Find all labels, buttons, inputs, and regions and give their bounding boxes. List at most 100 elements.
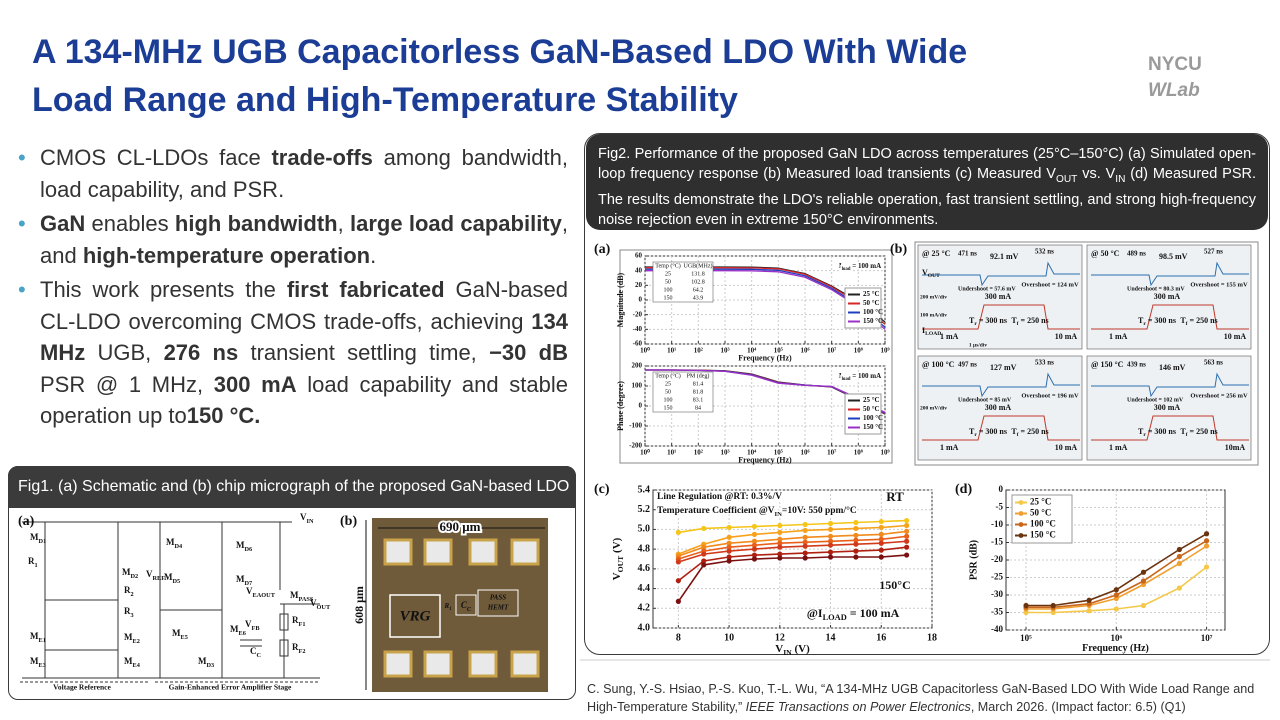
scope-label: 563 ns xyxy=(1204,359,1223,367)
data-point xyxy=(751,542,758,548)
data-point xyxy=(853,541,859,547)
text-run: IN xyxy=(775,511,783,518)
scope-label: 1 mA xyxy=(940,443,959,452)
table-cell: 25 xyxy=(665,381,671,387)
scope-label: 532 ns xyxy=(1035,248,1054,256)
scope-label: Tf = 250 ns xyxy=(1180,427,1217,438)
x-tick-label: 10⁸ xyxy=(854,449,863,457)
y-tick-label: 5.2 xyxy=(638,504,651,515)
text-run: D7 xyxy=(245,580,253,587)
text-run: M xyxy=(236,540,245,550)
text-run: f xyxy=(1017,432,1019,438)
scope-label: 98.5 mV xyxy=(1159,252,1188,261)
y-tick-label: 40 xyxy=(635,266,643,274)
text-run: r xyxy=(1143,432,1146,438)
schematic-label: MPASS xyxy=(290,590,314,603)
table-cell: 131.8 xyxy=(691,271,705,277)
text-run: T xyxy=(1138,427,1144,436)
citation: C. Sung, Y.-S. Hsiao, P.-S. Kuo, T.-L. W… xyxy=(587,680,1267,716)
text-run: LOAD xyxy=(925,331,941,337)
x-tick-label: 10⁸ xyxy=(854,347,863,355)
y-tick-label: 60 xyxy=(635,252,643,260)
x-tick-label: 10⁶ xyxy=(1110,633,1122,643)
text-run: trade-offs xyxy=(271,145,373,170)
series-line xyxy=(678,535,907,560)
scope-label: Tf = 250 ns xyxy=(1180,316,1217,327)
panel-tag: (b) xyxy=(340,514,357,529)
text-run: IEEE Transactions on Power Electronics xyxy=(745,700,971,714)
schematic-label: RF1 xyxy=(292,615,306,628)
data-point xyxy=(802,521,808,528)
text-run: IN xyxy=(1115,173,1126,185)
annotation: Temperature Coefficient @VIN=10V: 550 pp… xyxy=(657,505,857,518)
data-point xyxy=(1140,578,1147,584)
text-run: load xyxy=(842,267,851,272)
panel-frame xyxy=(619,249,893,464)
text-run: M xyxy=(198,656,207,666)
schematic-label: ME3 xyxy=(30,656,46,669)
data-point xyxy=(904,533,910,539)
text-run: D3 xyxy=(207,662,215,669)
text-run: 1 xyxy=(449,607,451,612)
table-header: Temp (°C) xyxy=(655,372,680,379)
scope-label: 497 ns xyxy=(958,361,977,369)
data-point xyxy=(878,540,884,546)
legend-label: 50 °C xyxy=(863,405,880,413)
text-run: R xyxy=(292,615,299,625)
data-point xyxy=(827,554,834,560)
text-run: (d) Measured PSR. The results demonstrat… xyxy=(598,166,1256,228)
data-point xyxy=(1086,597,1092,603)
schematic-label: VFB xyxy=(245,619,260,632)
text-run: V xyxy=(300,512,307,522)
data-point xyxy=(1176,560,1182,567)
table-cell: 100 xyxy=(664,397,673,403)
data-point xyxy=(827,549,834,555)
scope-trace xyxy=(1091,261,1249,287)
text-run: EAOUT xyxy=(253,592,276,599)
x-tick-label: 10⁵ xyxy=(774,449,783,457)
table-cell: 50 xyxy=(665,389,671,395)
x-tick-label: 10⁰ xyxy=(640,347,650,355)
data-point xyxy=(853,519,859,526)
text-run: high-temperature operation xyxy=(82,242,371,268)
data-point xyxy=(802,543,808,549)
text-run: C xyxy=(257,652,262,659)
text-run: Temperature Coefficient @V xyxy=(657,506,775,516)
y-tick-label: -10 xyxy=(991,519,1003,529)
bullet: This work presents the first fabricated … xyxy=(16,274,568,432)
legend-marker xyxy=(1018,511,1024,516)
y-tick-label: -30 xyxy=(991,589,1003,599)
scope-label: 127 mV xyxy=(990,363,1017,372)
text-run: 276 ns xyxy=(163,340,239,365)
text-run: r xyxy=(974,432,977,438)
text-run: , March 2026. (Impact factor: 6.5) (Q1) xyxy=(970,700,1186,714)
table-cell: 100 xyxy=(664,287,673,293)
data-point xyxy=(726,548,732,554)
y-axis-label: Phase (degree) xyxy=(616,381,625,431)
text-run: transient settling time, xyxy=(238,340,490,365)
legend-label: 150 °C xyxy=(863,317,883,325)
panel-frame xyxy=(914,241,1259,466)
data-point xyxy=(904,544,910,550)
data-point xyxy=(726,544,732,550)
legend-label: 50 °C xyxy=(1030,508,1051,518)
schematic-label: ME5 xyxy=(172,628,188,641)
text-run: = 100 mA xyxy=(851,372,882,380)
text-run: among bandwidth, load capability, and PS… xyxy=(40,145,569,202)
legend-label: 150 °C xyxy=(1030,530,1056,540)
data-point xyxy=(853,525,859,532)
data-point xyxy=(827,542,834,548)
x-tick-label: 10³ xyxy=(720,347,729,355)
scope-label: 10 mA xyxy=(1224,332,1247,341)
logo-text: WLab xyxy=(1148,80,1200,101)
data-point xyxy=(777,522,783,529)
series-line xyxy=(678,540,907,563)
schematic-label: Voltage Reference xyxy=(53,683,111,692)
data-point xyxy=(701,558,707,564)
table-cell: 150 xyxy=(664,405,673,411)
y-tick-label: -60 xyxy=(633,340,643,348)
text-run: E6 xyxy=(239,630,246,637)
data-point xyxy=(777,544,783,550)
text-run: = 300 ns xyxy=(977,427,1007,436)
